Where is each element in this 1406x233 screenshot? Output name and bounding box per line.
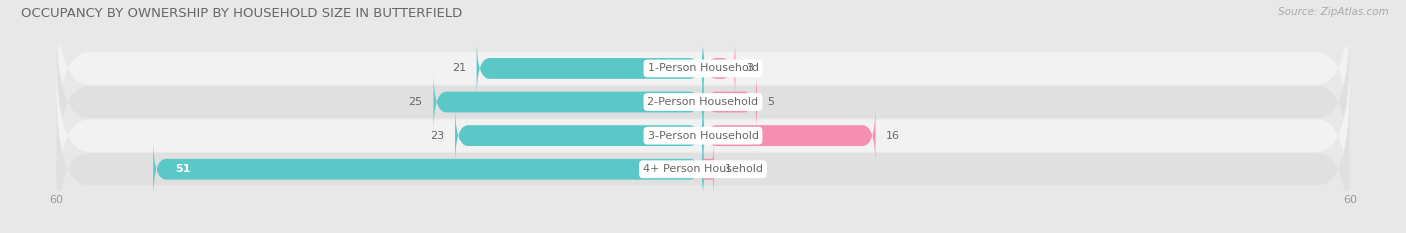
Text: 21: 21 xyxy=(451,63,465,73)
FancyBboxPatch shape xyxy=(56,0,1350,153)
FancyBboxPatch shape xyxy=(456,106,703,165)
FancyBboxPatch shape xyxy=(56,17,1350,187)
Text: 3-Person Household: 3-Person Household xyxy=(648,131,758,141)
Text: OCCUPANCY BY OWNERSHIP BY HOUSEHOLD SIZE IN BUTTERFIELD: OCCUPANCY BY OWNERSHIP BY HOUSEHOLD SIZE… xyxy=(21,7,463,20)
FancyBboxPatch shape xyxy=(153,139,703,199)
Text: 4+ Person Household: 4+ Person Household xyxy=(643,164,763,174)
FancyBboxPatch shape xyxy=(703,106,876,165)
Text: 16: 16 xyxy=(886,131,900,141)
Text: 51: 51 xyxy=(174,164,190,174)
FancyBboxPatch shape xyxy=(700,139,716,199)
Text: 1: 1 xyxy=(724,164,731,174)
Text: 2-Person Household: 2-Person Household xyxy=(647,97,759,107)
Text: 1-Person Household: 1-Person Household xyxy=(648,63,758,73)
Text: 3: 3 xyxy=(747,63,754,73)
FancyBboxPatch shape xyxy=(703,38,735,98)
FancyBboxPatch shape xyxy=(477,38,703,98)
FancyBboxPatch shape xyxy=(433,72,703,132)
FancyBboxPatch shape xyxy=(703,72,756,132)
Text: 23: 23 xyxy=(430,131,444,141)
Text: Source: ZipAtlas.com: Source: ZipAtlas.com xyxy=(1278,7,1389,17)
FancyBboxPatch shape xyxy=(56,85,1350,233)
Text: 5: 5 xyxy=(768,97,775,107)
FancyBboxPatch shape xyxy=(56,51,1350,220)
Text: 25: 25 xyxy=(409,97,423,107)
